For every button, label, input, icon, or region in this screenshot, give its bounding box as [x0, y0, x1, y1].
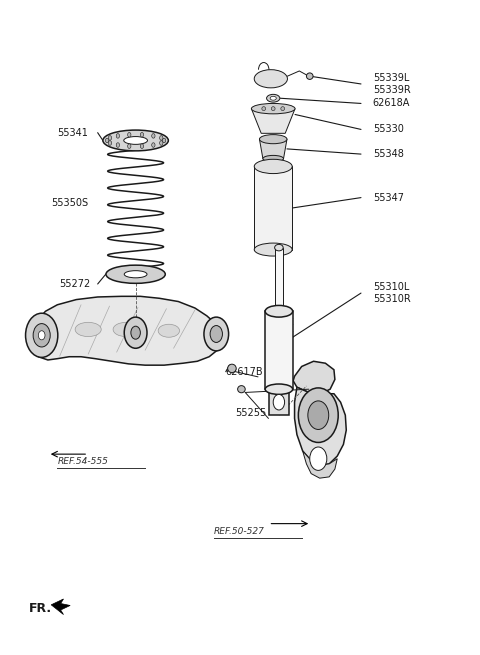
Circle shape	[210, 326, 222, 343]
Ellipse shape	[252, 103, 295, 114]
Text: FR.: FR.	[29, 602, 52, 615]
Ellipse shape	[265, 305, 293, 317]
Circle shape	[128, 144, 131, 149]
Text: 55255: 55255	[235, 408, 266, 419]
Ellipse shape	[124, 136, 147, 144]
Ellipse shape	[113, 322, 139, 337]
Circle shape	[38, 331, 45, 340]
Ellipse shape	[260, 135, 287, 143]
Text: 55272: 55272	[60, 279, 91, 289]
Ellipse shape	[263, 155, 284, 162]
Circle shape	[128, 132, 131, 137]
Circle shape	[25, 313, 58, 358]
Ellipse shape	[124, 271, 147, 278]
Ellipse shape	[75, 322, 101, 337]
Ellipse shape	[103, 130, 168, 151]
Ellipse shape	[265, 384, 293, 394]
Circle shape	[33, 324, 50, 347]
Circle shape	[152, 134, 155, 138]
Ellipse shape	[266, 94, 280, 102]
Circle shape	[124, 317, 147, 348]
Polygon shape	[51, 599, 70, 614]
Text: 55330: 55330	[373, 124, 404, 134]
Polygon shape	[260, 139, 287, 159]
Ellipse shape	[254, 69, 288, 88]
Circle shape	[106, 138, 109, 143]
Circle shape	[160, 141, 163, 145]
Polygon shape	[295, 387, 346, 465]
Ellipse shape	[158, 324, 180, 337]
FancyBboxPatch shape	[254, 166, 292, 250]
FancyBboxPatch shape	[269, 389, 289, 415]
Text: 62618A: 62618A	[373, 98, 410, 109]
Circle shape	[116, 143, 120, 147]
Circle shape	[308, 401, 329, 430]
Ellipse shape	[254, 159, 292, 174]
Ellipse shape	[271, 107, 275, 111]
Circle shape	[116, 134, 120, 138]
Ellipse shape	[306, 73, 313, 79]
Circle shape	[152, 143, 155, 147]
Circle shape	[108, 136, 112, 140]
Ellipse shape	[281, 107, 285, 111]
Circle shape	[140, 132, 144, 137]
Circle shape	[204, 317, 228, 351]
Circle shape	[160, 136, 163, 140]
Ellipse shape	[262, 107, 265, 111]
Circle shape	[310, 447, 327, 470]
Circle shape	[131, 326, 140, 339]
Ellipse shape	[275, 244, 283, 251]
Text: REF.50-527: REF.50-527	[214, 527, 265, 536]
Polygon shape	[252, 109, 295, 134]
Ellipse shape	[106, 265, 165, 284]
Ellipse shape	[254, 243, 292, 256]
Polygon shape	[293, 362, 335, 394]
Text: 62617B: 62617B	[226, 367, 264, 377]
Text: 55348: 55348	[373, 149, 404, 159]
Text: 55341: 55341	[57, 128, 88, 138]
Ellipse shape	[270, 96, 276, 100]
Circle shape	[162, 138, 166, 143]
FancyBboxPatch shape	[265, 311, 293, 389]
Text: 55347: 55347	[373, 193, 404, 202]
Circle shape	[140, 144, 144, 149]
Text: 55310L
55310R: 55310L 55310R	[373, 282, 410, 304]
Ellipse shape	[238, 386, 245, 393]
Text: 55350S: 55350S	[51, 198, 88, 208]
Text: REF.54-555: REF.54-555	[57, 457, 108, 466]
Polygon shape	[32, 296, 221, 365]
Ellipse shape	[228, 364, 236, 373]
Circle shape	[108, 141, 112, 145]
FancyBboxPatch shape	[275, 248, 283, 311]
Circle shape	[273, 394, 285, 410]
Polygon shape	[302, 451, 337, 478]
Text: 55339L
55339R: 55339L 55339R	[373, 73, 410, 95]
Circle shape	[299, 388, 338, 442]
